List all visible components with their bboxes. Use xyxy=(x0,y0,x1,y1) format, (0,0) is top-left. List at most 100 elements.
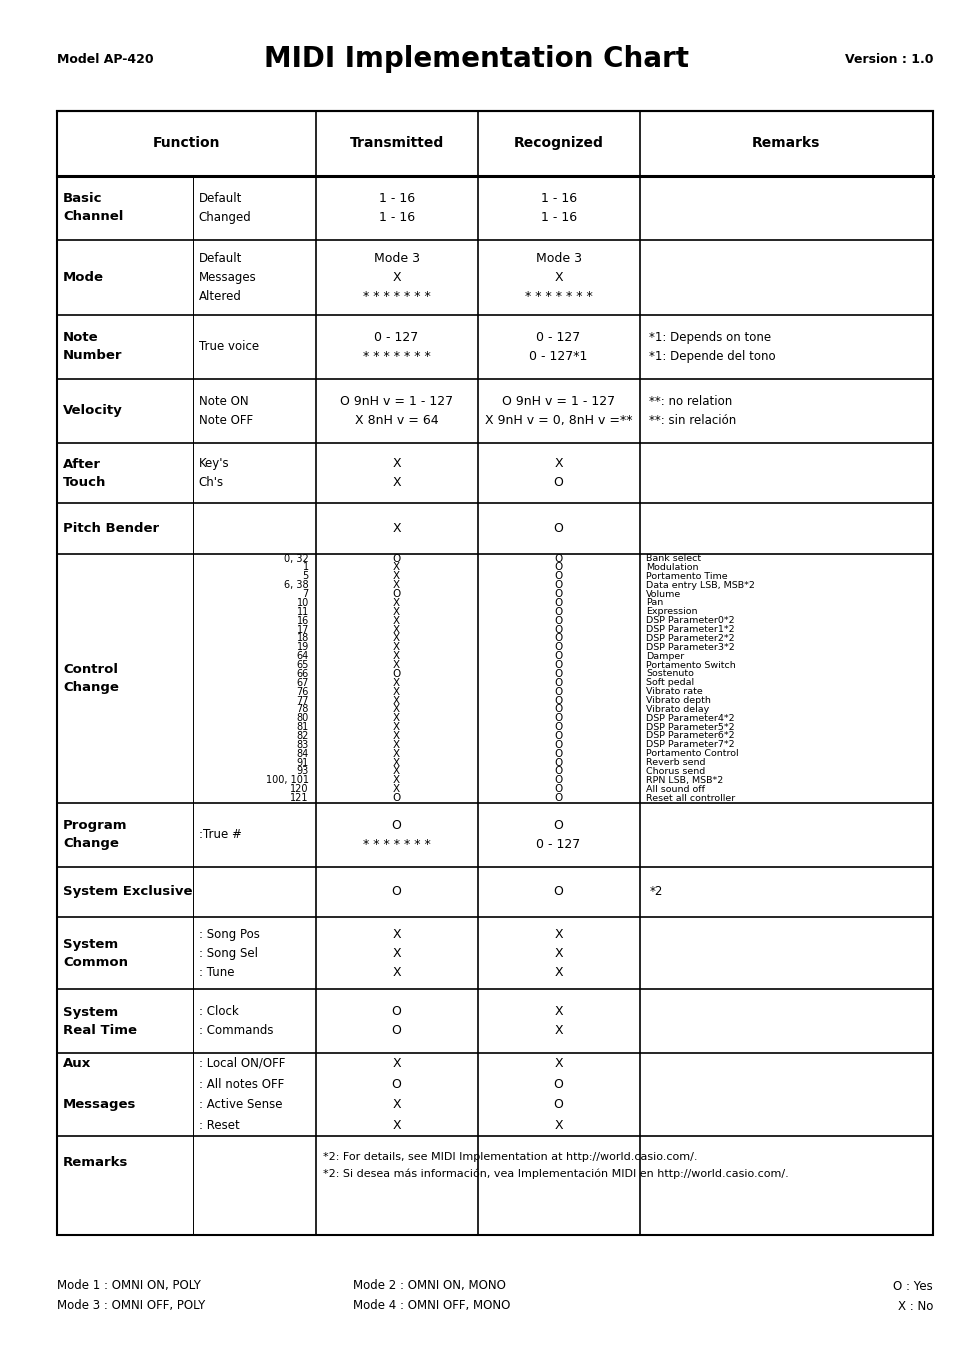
Text: *2: For details, see MIDI Implementation at http://world.casio.com/.
*2: Si dese: *2: For details, see MIDI Implementation… xyxy=(323,1152,788,1179)
Text: DSP Parameter4*2: DSP Parameter4*2 xyxy=(645,714,734,722)
Text: Soft pedal: Soft pedal xyxy=(645,678,694,687)
Text: O: O xyxy=(554,722,562,732)
Text: 67: 67 xyxy=(296,678,309,687)
Text: X: X xyxy=(393,722,399,732)
Text: O: O xyxy=(554,616,562,625)
Text: Note
Number: Note Number xyxy=(63,331,122,362)
Text: **: no relation
**: sin relación: **: no relation **: sin relación xyxy=(648,394,736,427)
Text: O
O: O O xyxy=(392,1006,401,1037)
Text: 93: 93 xyxy=(296,767,309,776)
Text: Model AP-420: Model AP-420 xyxy=(57,53,153,66)
Text: Modulation: Modulation xyxy=(645,563,699,572)
Text: 64: 64 xyxy=(296,651,309,661)
Text: X: X xyxy=(393,713,399,724)
Text: X: X xyxy=(393,633,399,644)
Text: X: X xyxy=(554,1057,562,1071)
Text: O: O xyxy=(554,687,562,697)
Text: Mode 3
X
* * * * * * *: Mode 3 X * * * * * * * xyxy=(362,251,430,302)
Text: X: X xyxy=(393,784,399,794)
Text: O: O xyxy=(554,730,562,741)
Text: *2: *2 xyxy=(648,886,661,899)
Text: DSP Parameter2*2: DSP Parameter2*2 xyxy=(645,634,734,643)
Text: Portamento Control: Portamento Control xyxy=(645,749,739,759)
Text: O 9nH v = 1 - 127
X 8nH v = 64: O 9nH v = 1 - 127 X 8nH v = 64 xyxy=(339,394,453,427)
Text: O: O xyxy=(554,598,562,608)
Text: 81: 81 xyxy=(296,722,309,732)
Text: O: O xyxy=(554,705,562,714)
Text: 10: 10 xyxy=(296,598,309,608)
Text: 6, 38: 6, 38 xyxy=(284,580,309,590)
Text: 17: 17 xyxy=(296,625,309,634)
Text: O: O xyxy=(553,1077,563,1091)
Text: O: O xyxy=(554,792,562,803)
Text: Mode 1 : OMNI ON, POLY
Mode 3 : OMNI OFF, POLY: Mode 1 : OMNI ON, POLY Mode 3 : OMNI OFF… xyxy=(57,1280,205,1312)
Text: 83: 83 xyxy=(296,740,309,749)
Text: 76: 76 xyxy=(296,687,309,697)
Text: O: O xyxy=(554,580,562,590)
Text: Function: Function xyxy=(152,136,220,150)
Text: DSP Parameter7*2: DSP Parameter7*2 xyxy=(645,740,734,749)
Text: Recognized: Recognized xyxy=(513,136,603,150)
Text: DSP Parameter1*2: DSP Parameter1*2 xyxy=(645,625,734,634)
Text: O: O xyxy=(392,554,400,563)
Text: 100, 101: 100, 101 xyxy=(266,775,309,786)
Text: All sound off: All sound off xyxy=(645,784,704,794)
Text: O: O xyxy=(554,749,562,759)
Text: O: O xyxy=(392,886,401,899)
Text: O: O xyxy=(554,643,562,652)
Text: O 9nH v = 1 - 127
X 9nH v = 0, 8nH v =**: O 9nH v = 1 - 127 X 9nH v = 0, 8nH v =** xyxy=(484,394,632,427)
Text: 11: 11 xyxy=(296,606,309,617)
Text: System Exclusive: System Exclusive xyxy=(63,886,193,899)
Text: X: X xyxy=(393,740,399,749)
Text: O
0 - 127: O 0 - 127 xyxy=(536,818,580,850)
Text: After
Touch: After Touch xyxy=(63,458,106,489)
Text: O: O xyxy=(554,660,562,670)
Text: : All notes OFF: : All notes OFF xyxy=(198,1077,284,1091)
Text: X: X xyxy=(554,1119,562,1133)
Text: O
* * * * * * *: O * * * * * * * xyxy=(362,818,430,850)
Text: X: X xyxy=(393,678,399,687)
Text: 77: 77 xyxy=(296,695,309,706)
Text: Remarks: Remarks xyxy=(63,1156,129,1169)
Text: DSP Parameter5*2: DSP Parameter5*2 xyxy=(645,722,734,732)
Text: O: O xyxy=(554,651,562,661)
Text: : Song Pos
: Song Sel
: Tune: : Song Pos : Song Sel : Tune xyxy=(198,927,259,979)
Text: X
O: X O xyxy=(553,458,563,489)
Text: Remarks: Remarks xyxy=(751,136,820,150)
Text: : Clock
: Commands: : Clock : Commands xyxy=(198,1006,273,1037)
Text: X: X xyxy=(393,767,399,776)
Text: *1: Depends on tone
*1: Depende del tono: *1: Depends on tone *1: Depende del tono xyxy=(648,331,775,363)
Text: Data entry LSB, MSB*2: Data entry LSB, MSB*2 xyxy=(645,580,755,590)
Text: X: X xyxy=(393,757,399,768)
Text: Basic
Channel: Basic Channel xyxy=(63,192,123,223)
Text: 121: 121 xyxy=(290,792,309,803)
Bar xyxy=(57,111,932,1235)
Text: 78: 78 xyxy=(296,705,309,714)
Text: X: X xyxy=(392,1057,400,1071)
Text: O: O xyxy=(554,695,562,706)
Text: O: O xyxy=(392,589,400,599)
Text: O: O xyxy=(554,606,562,617)
Text: O: O xyxy=(554,775,562,786)
Text: 1 - 16
1 - 16: 1 - 16 1 - 16 xyxy=(378,192,415,224)
Text: Default
Changed: Default Changed xyxy=(198,192,252,224)
Text: System
Real Time: System Real Time xyxy=(63,1006,137,1037)
Text: Mode 3
X
* * * * * * *: Mode 3 X * * * * * * * xyxy=(524,251,592,302)
Text: X: X xyxy=(393,598,399,608)
Text: O : Yes
X : No: O : Yes X : No xyxy=(892,1280,932,1312)
Text: System
Common: System Common xyxy=(63,938,128,969)
Text: X: X xyxy=(393,749,399,759)
Text: X: X xyxy=(393,563,399,572)
Text: O: O xyxy=(554,589,562,599)
Text: O: O xyxy=(554,757,562,768)
Text: :True #: :True # xyxy=(198,828,241,841)
Text: X: X xyxy=(393,705,399,714)
Text: X
X
X: X X X xyxy=(554,927,562,979)
Text: 65: 65 xyxy=(296,660,309,670)
Text: Vibrato delay: Vibrato delay xyxy=(645,705,709,714)
Text: O: O xyxy=(554,563,562,572)
Text: MIDI Implementation Chart: MIDI Implementation Chart xyxy=(264,46,689,73)
Text: Reverb send: Reverb send xyxy=(645,759,705,767)
Text: Aux: Aux xyxy=(63,1057,91,1071)
Text: O: O xyxy=(553,1099,563,1111)
